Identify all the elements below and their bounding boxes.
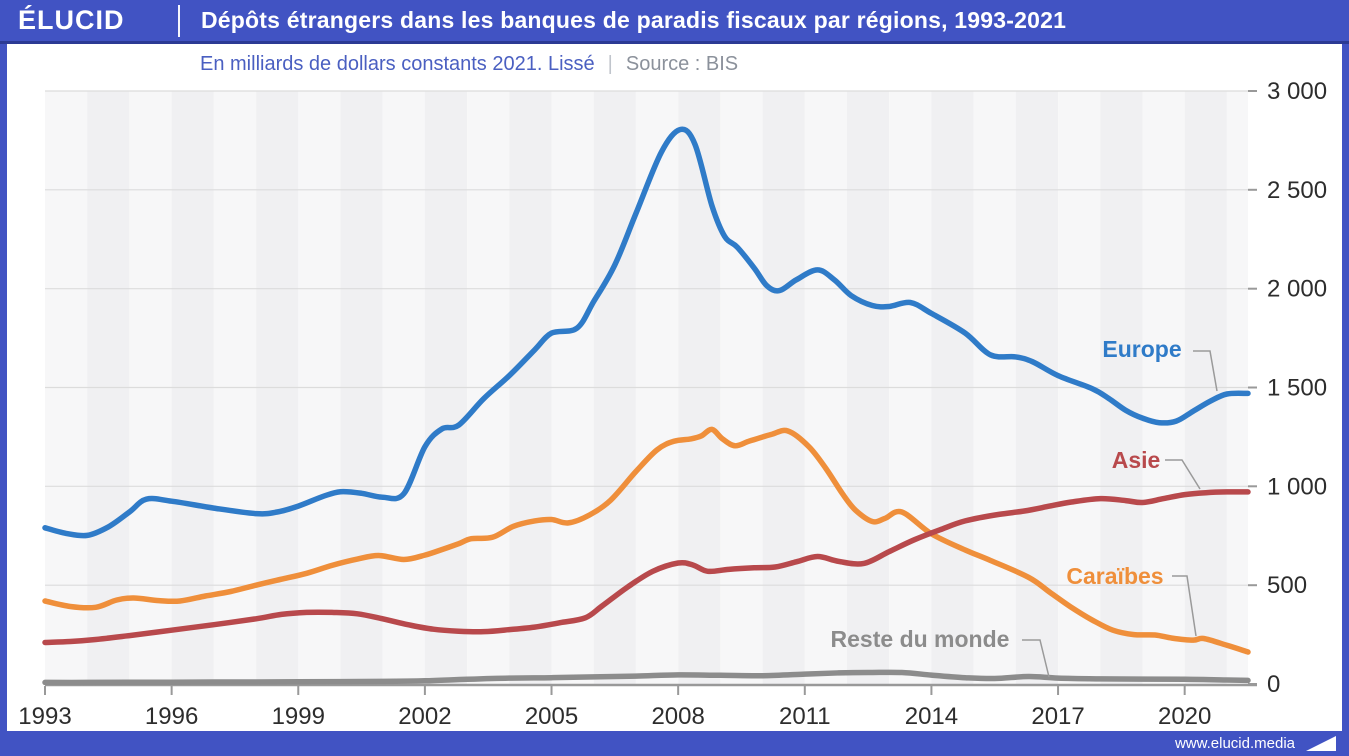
- y-tick-label: 2 000: [1267, 276, 1327, 303]
- x-tick-label: 2020: [1158, 703, 1211, 730]
- y-tick-label: 500: [1267, 572, 1307, 599]
- footer-bar: www.elucid.media: [0, 731, 1349, 756]
- subtitle-separator: |: [607, 52, 613, 75]
- x-tick-label: 2014: [905, 703, 958, 730]
- label-connector-caraibes: [1172, 575, 1197, 637]
- x-tick-label: 1996: [145, 703, 198, 730]
- series-label-reste_du_monde: Reste du monde: [831, 626, 1010, 652]
- x-tick-label: 1999: [272, 703, 325, 730]
- header-bar: ÉLUCID Dépôts étrangers dans les banques…: [0, 0, 1349, 44]
- subtitle-source: Source : BIS: [625, 52, 739, 75]
- elucid-arrow-icon: [1306, 736, 1336, 751]
- series-label-caraibes: Caraïbes: [1066, 563, 1163, 589]
- x-tick-label: 2002: [398, 703, 451, 730]
- header-divider: [178, 4, 180, 37]
- label-connector-asie: [1165, 459, 1201, 490]
- series-line-europe: [42, 126, 1251, 539]
- y-tick-label: 0: [1267, 671, 1280, 698]
- x-tick-label: 1993: [18, 703, 71, 730]
- subtitle-text: En milliards de dollars constants 2021. …: [200, 52, 595, 75]
- x-tick-label: 2005: [525, 703, 578, 730]
- left-border: [0, 44, 7, 756]
- series-line-caraibes: [42, 426, 1251, 655]
- page-title: Dépôts étrangers dans les banques de par…: [201, 7, 1067, 33]
- x-tick-label: 2017: [1031, 703, 1084, 730]
- series-lines: [42, 126, 1251, 686]
- y-tick-label: 2 500: [1267, 177, 1327, 204]
- label-connector-reste_du_monde: [1022, 639, 1050, 678]
- subtitle-row: En milliards de dollars constants 2021. …: [200, 47, 738, 81]
- y-tick-label: 1 500: [1267, 375, 1327, 402]
- x-tick-label: 2011: [779, 703, 831, 730]
- axes: [44, 90, 1257, 695]
- y-tick-label: 1 000: [1267, 473, 1327, 500]
- line-chart: 1993 1996 1999 2002 2005 2008 2011 2014 2017 2020…: [18, 82, 1327, 730]
- series-label-asie: Asie: [1112, 447, 1161, 473]
- series-labels: Reste du monde Caraïbes Asie Europe: [831, 336, 1218, 678]
- tick-labels: 1993 1996 1999 2002 2005 2008 2011 2014 2017 2020…: [18, 82, 1327, 730]
- series-line-asie: [42, 489, 1251, 646]
- footer-url: www.elucid.media: [1174, 735, 1295, 752]
- series-line-reste_du_monde: [42, 669, 1251, 686]
- series-label-europe: Europe: [1102, 336, 1181, 362]
- x-tick-label: 2008: [651, 703, 704, 730]
- brand-logo: ÉLUCID: [18, 5, 125, 35]
- right-border: [1342, 44, 1349, 756]
- label-connector-europe: [1193, 350, 1218, 392]
- y-tick-label: 3 000: [1267, 82, 1327, 105]
